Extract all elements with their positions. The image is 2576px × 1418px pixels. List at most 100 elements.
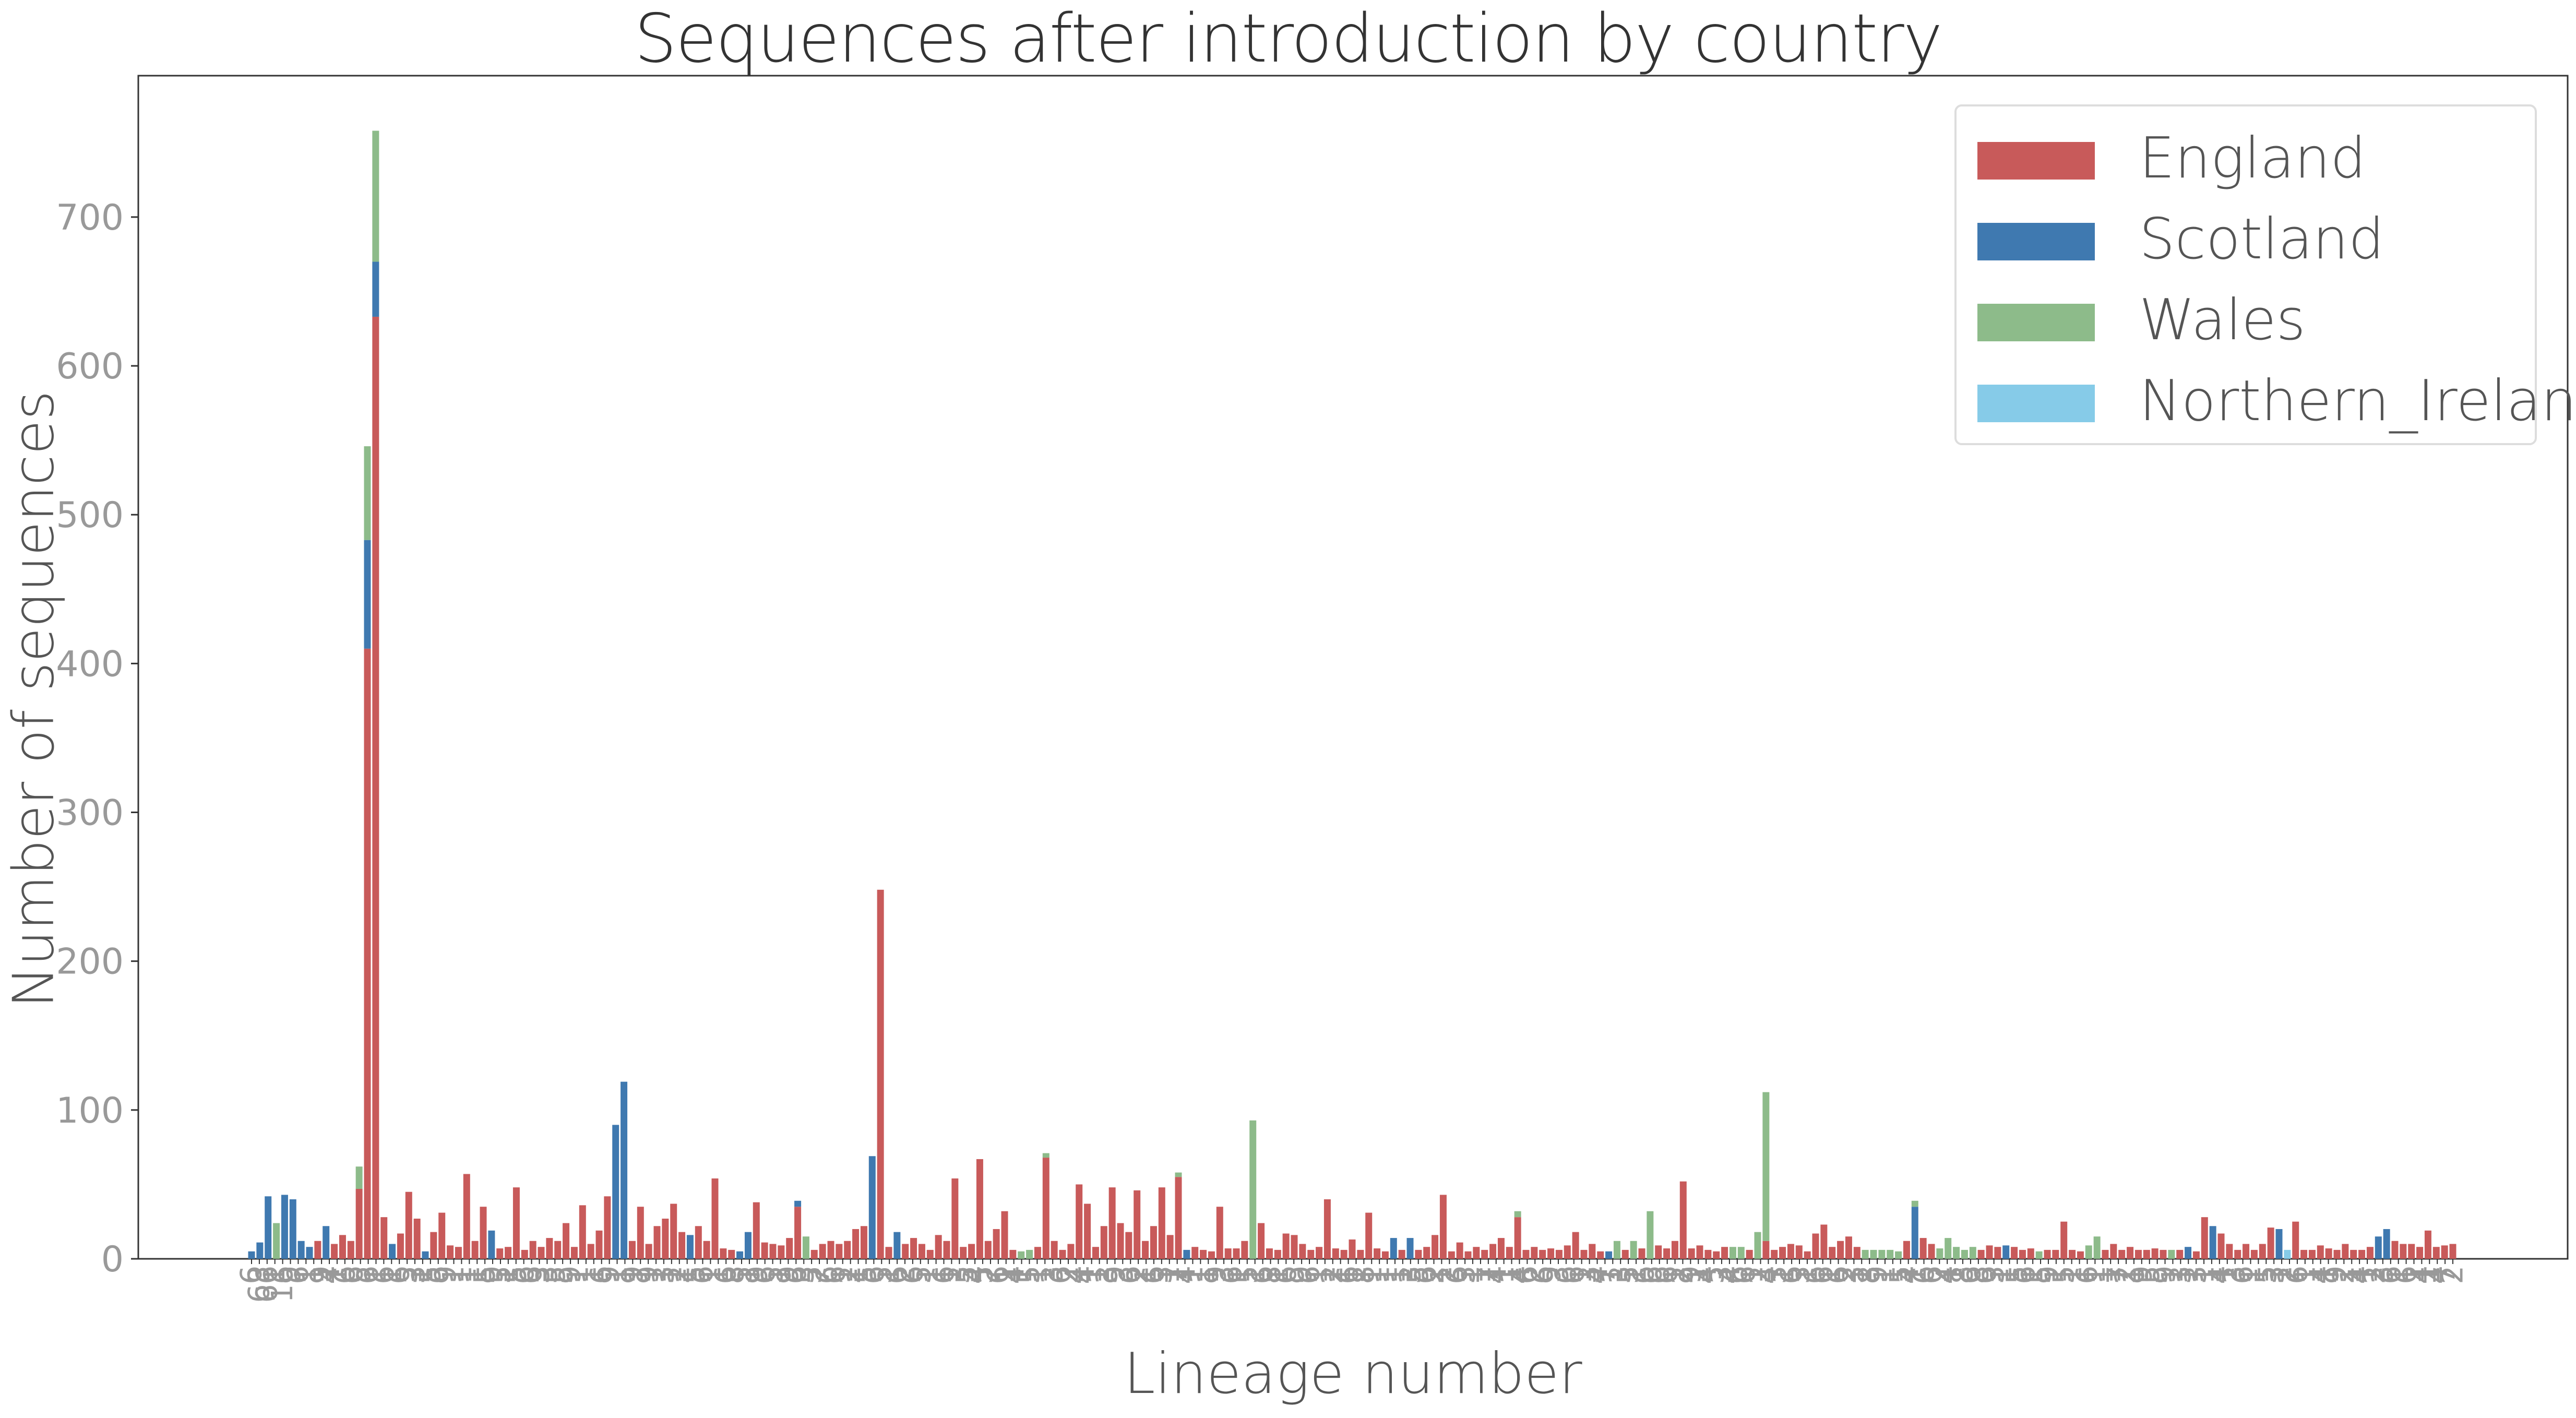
bar-england-191 [1829,1247,1836,1259]
x-tick-label: 8 [1853,1266,1887,1284]
x-tick-label: 1 [2381,1266,2415,1284]
bar-scotland-212 [2002,1245,2010,1259]
x-tick-label: 1 [561,1266,595,1284]
x-tick-label: 5 [1277,1266,1311,1284]
bar-england-243 [2259,1244,2266,1259]
x-tick-label: 5 [865,1266,899,1284]
x-tick-label: 3 [1572,1266,1606,1284]
bar-wales-180 [1737,1247,1745,1259]
x-tick-label: 1 [1176,1266,1210,1284]
bar-england-218 [2052,1249,2059,1259]
bar-england-80 [910,1238,917,1259]
bar-england-156 [1539,1249,1546,1259]
x-tick-label: 5 [1012,1266,1046,1284]
bar-scotland-14 [364,540,371,649]
bar-england-163 [1597,1251,1604,1259]
bar-england-131 [1332,1248,1339,1259]
bar-scotland-66 [794,1200,802,1207]
x-tick-label: 1 [701,1266,735,1284]
x-tick-label: 1 [1184,1266,1218,1284]
x-tick-label: 1 [2296,1266,2330,1284]
bar-england-39 [570,1247,578,1259]
bar-scotland-164 [1605,1251,1613,1259]
bar-england-105 [1117,1223,1124,1259]
x-tick-label: 1 [2086,1266,2120,1284]
x-tick-label: 1 [1658,1266,1692,1284]
x-tick-label: 1 [2062,1266,2096,1284]
x-tick-label: 66 [250,1266,284,1303]
legend: England Scotland Wales Northern_Ireland [1954,104,2576,445]
bar-england-115 [1200,1249,1207,1259]
bar-england-73 [852,1229,860,1259]
x-tick-label: 1 [1463,1266,1497,1284]
x-tick-label: 1 [732,1266,766,1284]
x-tick-label: 5 [390,1266,424,1284]
bar-england-119 [1233,1248,1240,1259]
bar-england-48 [645,1244,652,1259]
x-tick-label: 6 [1953,1266,1987,1284]
x-tick-label: 6 [1557,1266,1591,1284]
x-tick-label: 1 [654,1266,688,1284]
x-tick-label: 6 [1214,1266,1248,1284]
legend-label-northern-ireland: Northern_Ireland [2139,368,2576,434]
bar-scotland-44 [612,1125,619,1259]
x-tick-label: 7 [2102,1266,2136,1284]
bar-england-12 [347,1241,354,1259]
bar-wales-169 [1647,1211,1654,1259]
x-tick-label: 7 [2428,1266,2462,1284]
x-tick-label: 9 [2148,1266,2182,1284]
x-tick-label: 9 [1285,1266,1319,1284]
x-tick-label: 6 [779,1266,813,1284]
x-tick-label: 7 [1471,1266,1505,1284]
x-tick-label: 9 [1199,1266,1233,1284]
bar-wales-153 [1514,1211,1521,1218]
bar-england-13 [355,1188,363,1259]
bar-england-27 [471,1241,479,1259]
bar-wales-199 [1895,1251,1902,1259]
bar-england-92 [1009,1249,1017,1259]
bar-england-103 [1100,1226,1107,1259]
x-tick-label: 1 [491,1266,525,1284]
bar-england-162 [1589,1244,1596,1259]
bar-wales-197 [1878,1249,1886,1259]
bar-england-109 [1150,1226,1157,1259]
x-tick-label: 3 [2366,1266,2400,1284]
bar-england-217 [2044,1249,2051,1259]
x-tick-label: 1 [1767,1266,1801,1284]
bar-england-114 [1191,1247,1199,1259]
x-tick-label: 2 [1417,1266,1451,1284]
x-tick-label: 9 [592,1266,626,1284]
bar-england-148 [1473,1247,1480,1259]
bar-england-18 [397,1233,404,1259]
bar-wales-121 [1249,1120,1257,1259]
bar-england-11 [339,1235,346,1259]
x-tick-label: 1 [1363,1266,1397,1284]
bar-england-15 [372,316,379,1259]
x-tick-label: 5 [950,1266,984,1284]
x-tick-label: 5 [468,1266,502,1284]
bar-england-175 [1696,1245,1703,1259]
x-tick-label: 2 [2436,1266,2470,1284]
x-tick-label: 4 [2202,1266,2236,1284]
bar-england-89 [984,1241,992,1259]
x-tick-label: 6 [1409,1266,1443,1284]
bar-wales-14 [364,446,371,540]
x-tick-label: 1 [460,1266,494,1284]
bar-england-158 [1555,1249,1563,1259]
bar-england-91 [1001,1211,1008,1259]
bar-wales-201 [1911,1200,1918,1207]
bar-england-255 [2358,1249,2366,1259]
x-tick-label: 1 [935,1266,969,1284]
bar-england-149 [1481,1249,1488,1259]
bar-england-219 [2060,1221,2068,1259]
bar-scotland-59 [736,1251,744,1259]
y-tick-label: 300 [56,793,124,834]
bar-england-33 [521,1249,528,1259]
x-tick-label: 2 [2109,1266,2143,1284]
bar-scotland-1 [256,1242,264,1259]
x-tick-label: 6 [383,1266,416,1284]
x-tick-label: 1 [2055,1266,2089,1284]
bar-scotland-7 [306,1247,313,1259]
x-tick-label: 5 [2047,1266,2081,1284]
bar-england-70 [827,1241,834,1259]
